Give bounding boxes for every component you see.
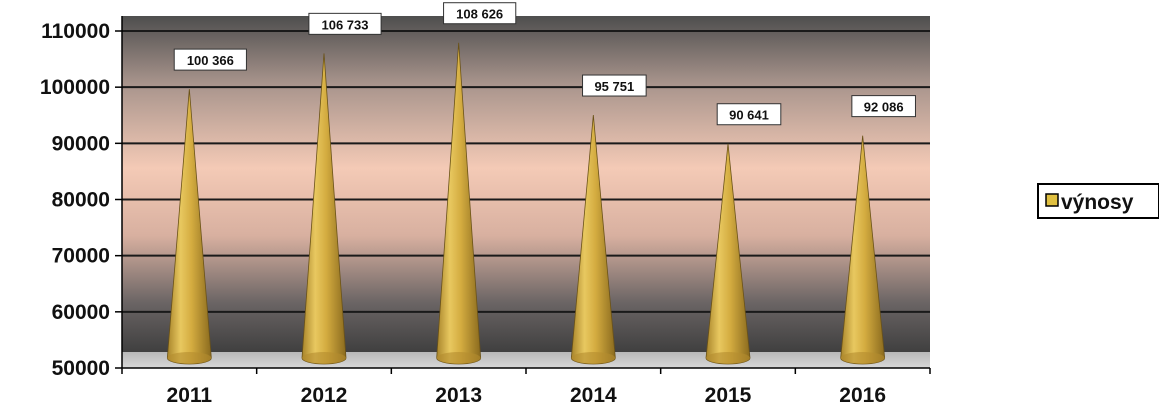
legend-label: výnosy bbox=[1061, 191, 1134, 214]
plot-floor bbox=[122, 352, 930, 368]
data-label: 92 086 bbox=[851, 95, 916, 118]
x-tick-label: 2011 bbox=[167, 384, 213, 407]
legend: výnosy bbox=[1037, 183, 1159, 219]
gridlines bbox=[122, 30, 930, 313]
y-tick-label: 60000 bbox=[52, 301, 110, 324]
data-label-box bbox=[308, 12, 382, 35]
data-labels: 100 366 106 733 108 626 95 751 90 641 92 086 bbox=[173, 2, 916, 126]
data-label-box bbox=[173, 48, 247, 71]
cone-base bbox=[302, 352, 346, 364]
cone-bar bbox=[166, 89, 212, 365]
x-tick-label: 2012 bbox=[301, 384, 348, 407]
cone-bar bbox=[570, 114, 616, 365]
data-label-box bbox=[716, 103, 782, 126]
data-label-text: 106 733 bbox=[322, 17, 369, 32]
cone-base bbox=[436, 352, 481, 364]
legend-swatch bbox=[1045, 193, 1059, 207]
y-tick-label: 50000 bbox=[52, 357, 110, 380]
x-tick-label: 2014 bbox=[570, 384, 617, 407]
cone-base bbox=[706, 352, 750, 364]
y-tick-label: 110000 bbox=[41, 20, 110, 43]
data-label: 108 626 bbox=[443, 2, 517, 25]
x-tick-label: 2016 bbox=[839, 384, 886, 407]
x-axis: 2011 2012 2013 2014 2015 2016 bbox=[121, 367, 931, 407]
y-tick-label: 70000 bbox=[52, 245, 110, 268]
cone-base bbox=[167, 352, 212, 364]
y-tick-label: 90000 bbox=[52, 132, 110, 155]
data-label: 95 751 bbox=[582, 74, 647, 97]
data-label: 90 641 bbox=[716, 103, 782, 126]
cone-bar bbox=[436, 42, 482, 365]
data-label-text: 108 626 bbox=[456, 7, 503, 22]
y-tick-label: 80000 bbox=[52, 189, 110, 212]
data-label-text: 95 751 bbox=[594, 79, 634, 94]
data-label-box bbox=[851, 95, 916, 118]
x-tick-label: 2013 bbox=[435, 384, 482, 407]
y-axis: 50000 60000 70000 80000 90000 100000 110000 bbox=[40, 16, 123, 380]
data-label-box bbox=[582, 74, 647, 97]
cone-base bbox=[571, 352, 616, 364]
data-label: 106 733 bbox=[308, 12, 382, 35]
data-label: 100 366 bbox=[173, 48, 247, 71]
data-label-text: 90 641 bbox=[729, 108, 769, 123]
cone-base bbox=[840, 352, 885, 364]
plot-background bbox=[122, 16, 930, 354]
x-tick-label: 2015 bbox=[705, 384, 752, 407]
y-tick-label: 100000 bbox=[40, 76, 110, 99]
data-label-text: 92 086 bbox=[864, 100, 904, 115]
cone-bar bbox=[301, 53, 347, 365]
cone-bar bbox=[705, 143, 751, 365]
data-label-box bbox=[443, 2, 517, 25]
cone-series bbox=[166, 42, 886, 365]
data-label-text: 100 366 bbox=[187, 53, 234, 68]
cone-bar bbox=[840, 135, 886, 365]
